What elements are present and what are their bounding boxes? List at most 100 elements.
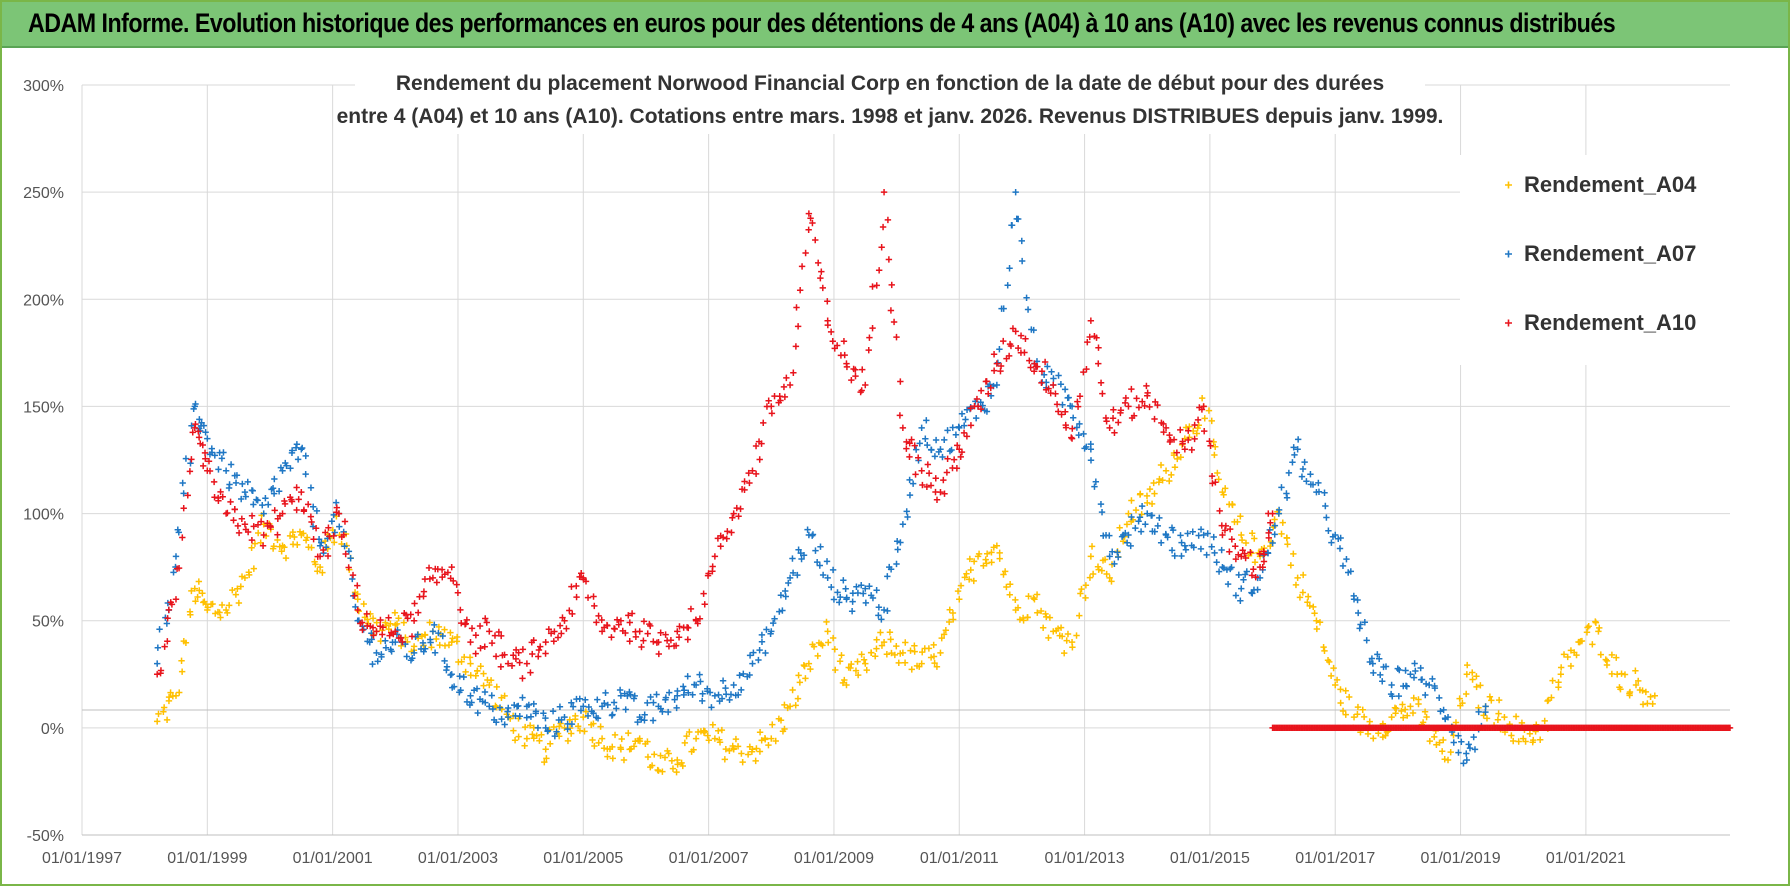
point-rendement-a10 (407, 611, 414, 618)
point-rendement-a04 (188, 587, 195, 595)
point-rendement-a10 (377, 616, 384, 624)
point-rendement-a07 (1171, 552, 1178, 560)
point-rendement-a07 (419, 639, 427, 647)
point-rendement-a04 (732, 735, 740, 743)
point-rendement-a07 (1138, 502, 1146, 510)
point-rendement-a07 (1254, 586, 1261, 593)
point-rendement-a10 (1206, 438, 1213, 445)
point-rendement-a10 (852, 366, 859, 373)
point-rendement-a10 (476, 622, 484, 630)
point-rendement-a07 (641, 717, 648, 724)
point-rendement-a04 (526, 722, 534, 729)
point-rendement-a04 (777, 717, 785, 724)
point-rendement-a10 (1166, 431, 1173, 439)
point-rendement-a07 (220, 449, 227, 456)
point-rendement-a10 (911, 442, 918, 449)
point-rendement-a10 (781, 393, 789, 401)
point-rendement-a10 (210, 478, 218, 486)
point-rendement-a07 (1361, 619, 1369, 626)
point-rendement-a07 (809, 531, 817, 538)
point-rendement-a04 (644, 738, 651, 745)
chart-title-line-1: Rendement du placement Norwood Financial… (396, 72, 1384, 95)
point-rendement-a10 (777, 397, 784, 404)
point-rendement-a04 (626, 746, 633, 753)
point-rendement-a04 (1050, 628, 1057, 635)
point-rendement-a07 (569, 703, 577, 710)
point-rendement-a10 (657, 629, 664, 636)
point-rendement-a07 (225, 484, 233, 492)
point-rendement-a04 (214, 608, 222, 616)
point-rendement-a10 (519, 646, 527, 653)
header-banner: ADAM Informe. Evolution historique des p… (2, 2, 1788, 48)
point-rendement-a10 (551, 628, 558, 635)
point-rendement-a04 (546, 740, 554, 748)
point-rendement-a04 (966, 555, 974, 563)
point-rendement-a10 (675, 634, 683, 641)
point-rendement-a04 (1205, 407, 1213, 414)
point-rendement-a04 (1143, 492, 1151, 500)
point-rendement-a04 (996, 555, 1003, 562)
point-rendement-a07 (819, 571, 827, 579)
point-rendement-a10 (379, 624, 387, 631)
point-rendement-a04 (800, 661, 808, 669)
point-rendement-a04 (711, 735, 719, 742)
point-rendement-a04 (1106, 574, 1113, 582)
point-rendement-a04 (863, 666, 870, 674)
point-rendement-a10 (940, 476, 947, 484)
point-rendement-a10 (1017, 332, 1025, 339)
point-rendement-a07 (1098, 508, 1106, 516)
point-rendement-a07 (1178, 539, 1185, 546)
point-rendement-a07 (1418, 676, 1425, 683)
point-rendement-a04 (957, 582, 965, 589)
point-rendement-a07 (1157, 539, 1165, 546)
point-rendement-a04 (1423, 713, 1430, 721)
point-rendement-a10 (410, 617, 418, 624)
point-rendement-a07 (488, 692, 495, 699)
point-rendement-a04 (895, 659, 902, 667)
point-rendement-a07 (1458, 738, 1465, 745)
point-rendement-a10 (248, 536, 256, 544)
point-rendement-a07 (862, 585, 869, 592)
point-rendement-a10 (840, 338, 848, 345)
point-rendement-a10 (1239, 547, 1246, 554)
point-rendement-a10 (993, 360, 1001, 367)
point-rendement-a07 (1455, 749, 1462, 756)
point-rendement-a04 (308, 544, 315, 551)
point-rendement-a04 (1045, 634, 1052, 642)
point-rendement-a04 (683, 732, 690, 740)
point-rendement-a07 (542, 714, 549, 722)
point-rendement-a10 (519, 675, 526, 682)
point-rendement-a07 (1437, 708, 1444, 715)
point-rendement-a04 (1086, 574, 1094, 581)
point-rendement-a04 (1168, 471, 1175, 479)
point-rendement-a04 (911, 648, 918, 655)
point-rendement-a07 (944, 427, 951, 434)
point-rendement-a07 (1200, 531, 1207, 539)
point-rendement-a10 (1115, 419, 1122, 426)
point-rendement-a07 (202, 429, 209, 436)
point-rendement-a07 (749, 660, 756, 667)
point-rendement-a10 (700, 590, 707, 597)
point-rendement-a07 (310, 503, 317, 510)
point-rendement-a07 (318, 539, 325, 546)
point-rendement-a04 (1157, 461, 1165, 469)
point-rendement-a07 (1106, 553, 1113, 560)
point-rendement-a04 (739, 758, 746, 766)
point-rendement-a07 (302, 452, 309, 460)
point-rendement-a07 (516, 713, 523, 720)
point-rendement-a04 (648, 762, 656, 769)
point-rendement-a10 (724, 528, 731, 535)
point-rendement-a10 (205, 457, 213, 465)
x-tick-label: 01/01/2015 (1170, 850, 1250, 867)
point-rendement-a04 (316, 563, 324, 571)
point-rendement-a10 (324, 552, 332, 560)
point-rendement-a04 (510, 727, 517, 734)
point-rendement-a07 (1249, 590, 1256, 597)
point-rendement-a07 (941, 436, 948, 444)
point-rendement-a04 (360, 600, 367, 608)
point-rendement-a04 (458, 658, 465, 665)
point-rendement-a07 (1290, 444, 1297, 451)
point-rendement-a10 (1248, 572, 1256, 579)
point-rendement-a10 (426, 575, 434, 583)
point-rendement-a10 (903, 445, 910, 452)
